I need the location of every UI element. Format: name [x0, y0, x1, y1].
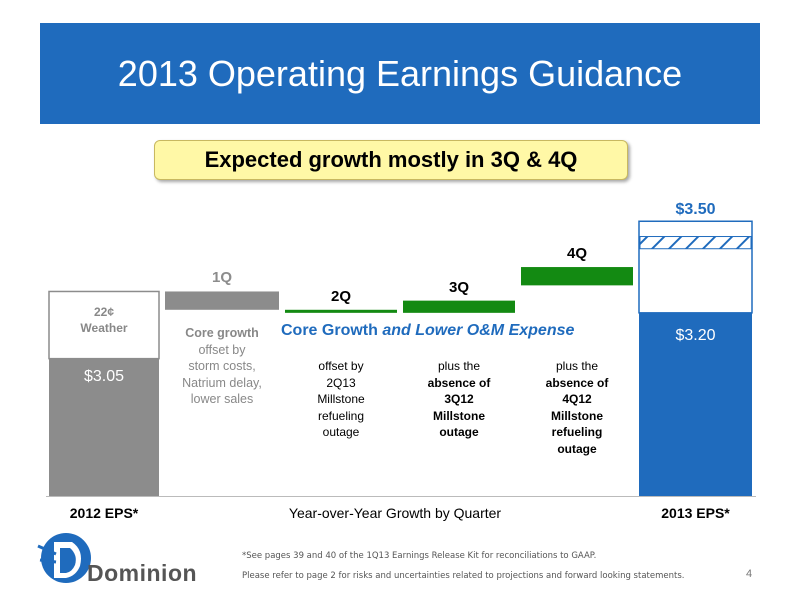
annotation-q4-line-4: Millstone: [550, 408, 603, 423]
annotation-q1-line-4: Natrium delay,: [182, 375, 262, 390]
annotation-q3-line-2: absence of: [427, 375, 491, 390]
bar-2012-eps: [49, 358, 159, 496]
annotation-q1-line-2: offset by: [198, 342, 246, 357]
x-axis-title: Year-over-Year Growth by Quarter: [288, 505, 502, 521]
category-label-q2: 2Q: [330, 287, 351, 305]
weather-label-text: Weather: [80, 321, 128, 336]
category-label-q3: 3Q: [448, 278, 469, 296]
category-label-q4: 4Q: [566, 245, 587, 263]
weather-label-value: 22¢: [93, 305, 115, 320]
annotation-q2-line-5: outage: [322, 425, 360, 439]
title-banner: 2013 Operating Earnings Guidance: [40, 23, 760, 124]
callout-box: Expected growth mostly in 3Q & 4Q: [154, 140, 628, 180]
x-label-2013: 2013 EPS*: [661, 505, 730, 521]
annotation-q2-line-2: 2Q13: [326, 375, 356, 390]
bar-q2: [285, 309, 397, 313]
core-growth-plain: Core Growth: [281, 322, 383, 339]
annotation-q1-line-5: lower sales: [190, 392, 254, 406]
footnote-gaap: *See pages 39 and 40 of the 1Q13 Earning…: [242, 551, 597, 561]
annotation-q4-line-6: outage: [557, 441, 597, 456]
annotation-q4-line-1: plus the: [555, 359, 599, 373]
value-label-2012: $3.05: [83, 367, 125, 385]
dominion-logo-text: Dominion: [87, 560, 198, 586]
annotation-q2-line-4: refueling: [317, 408, 365, 423]
core-growth-italic: and Lower O&M Expense: [382, 322, 575, 339]
annotation-q3-line-4: Millstone: [432, 408, 485, 423]
annotation-q4-line-2: absence of: [545, 375, 609, 390]
dominion-logo-icon: [37, 533, 91, 583]
bar-2012-weather: [48, 290, 160, 360]
annotation-q3-line-1: plus the: [437, 359, 481, 373]
value-label-2013-low: $3.20: [675, 326, 716, 344]
bar-q3: [403, 300, 515, 313]
bar-2013-range: [638, 220, 753, 314]
annotation-q2-line-1: offset by: [318, 359, 364, 373]
page-number: 4: [746, 568, 753, 580]
bar-q4: [521, 267, 633, 286]
annotation-q3-line-5: outage: [439, 425, 479, 439]
core-growth-label: Core Growth and Lower O&M Expense: [281, 322, 631, 340]
category-label-q1: 1Q: [211, 269, 232, 287]
annotation-q1-line-3: storm costs,: [188, 359, 256, 373]
bar-q1: [165, 291, 279, 310]
annotation-q4-line-5: refueling: [551, 425, 603, 439]
slide-title: 2013 Operating Earnings Guidance: [117, 52, 683, 94]
chart-layer: [46, 220, 756, 497]
annotation-q4-line-3: 4Q12: [562, 392, 592, 406]
x-label-2012: 2012 EPS*: [69, 505, 139, 521]
annotation-q2-line-3: Millstone: [317, 392, 365, 406]
callout-text: Expected growth mostly in 3Q & 4Q: [204, 147, 578, 172]
bar-2013-hatch: [639, 236, 752, 250]
annotation-q3-line-3: 3Q12: [444, 392, 474, 406]
footnote-risks: Please refer to page 2 for risks and unc…: [242, 571, 685, 581]
annotation-q1-line-1: Core growth: [185, 326, 259, 340]
value-label-2013-high: $3.50: [675, 201, 716, 219]
bar-2013-eps: [639, 312, 752, 496]
